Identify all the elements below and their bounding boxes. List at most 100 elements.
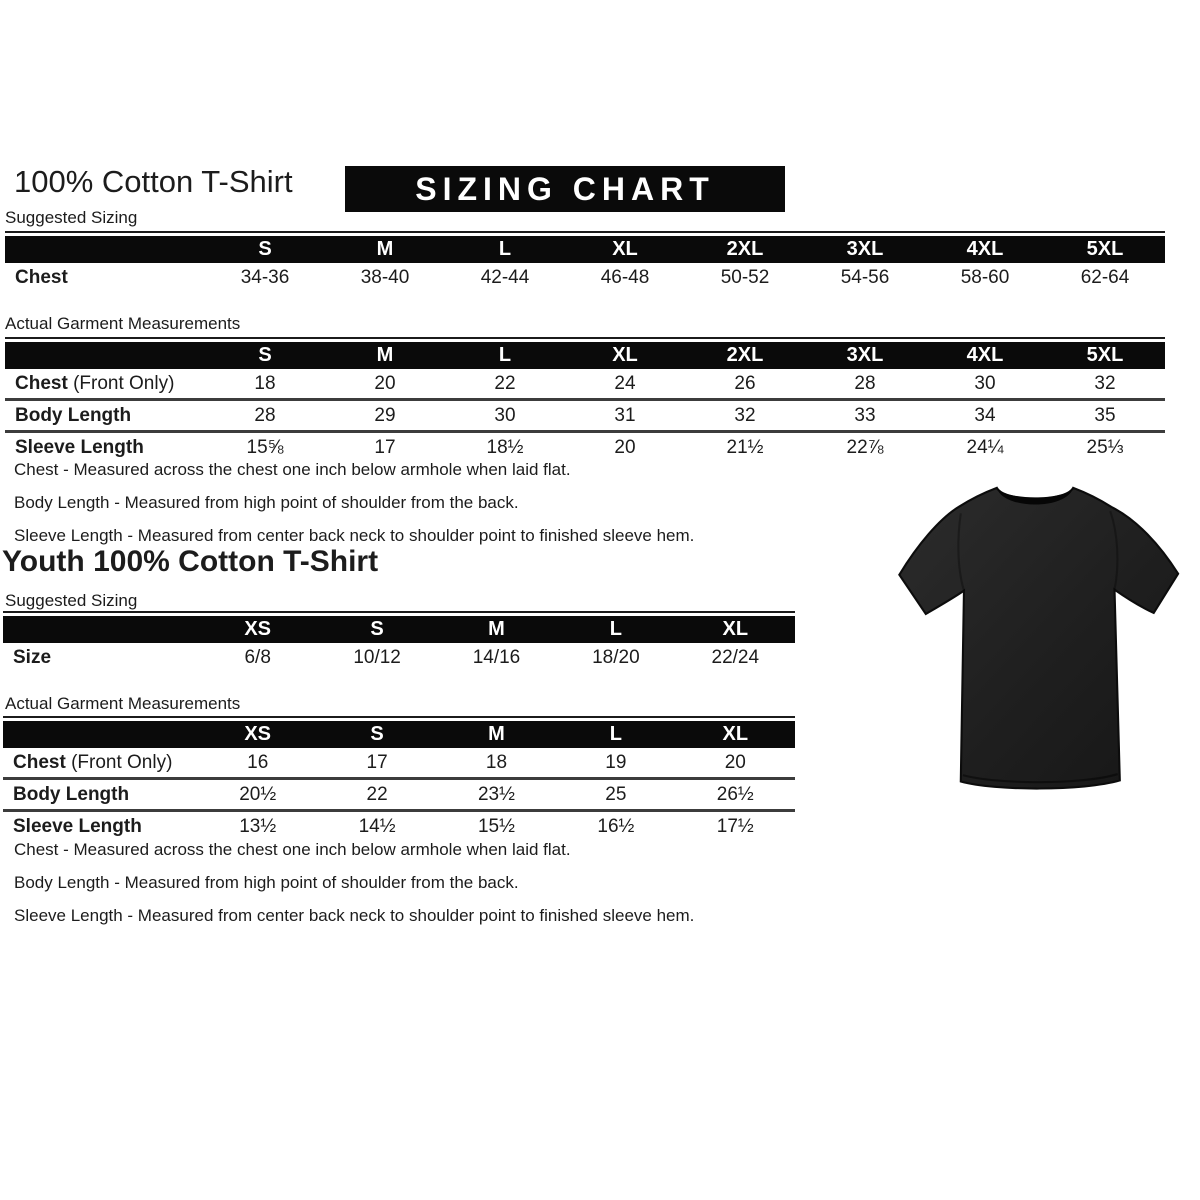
- cell: 25⅓: [1045, 430, 1165, 462]
- note-sleeve-length: Sleeve Length - Measured from center bac…: [14, 906, 695, 925]
- note-body-length: Body Length - Measured from high point o…: [14, 493, 519, 512]
- cell: 23½: [436, 777, 557, 811]
- cell: 54-56: [840, 266, 890, 288]
- cell: 42-44: [480, 266, 530, 288]
- adult-actual-measurements-table-wrap: S M L XL 2XL 3XL 4XL 5XL Chest (Front On…: [5, 337, 1165, 462]
- cell: 18/20: [592, 646, 640, 668]
- table-row-chest: Chest (Front Only) 18 20 22 24 26 28 30 …: [5, 369, 1165, 400]
- youth-measurement-notes: Chest - Measured across the chest one in…: [14, 841, 694, 940]
- cell: 6/8: [244, 646, 271, 668]
- cell: 58-60: [960, 266, 1010, 288]
- cell: 14½: [317, 809, 437, 841]
- col-header-4xl: 4XL: [925, 236, 1045, 263]
- youth-actual-measurements-label: Actual Garment Measurements: [5, 694, 241, 713]
- cell: 21½: [685, 430, 805, 462]
- corner-cell: [3, 616, 198, 643]
- row-label-suffix: (Front Only): [67, 372, 175, 394]
- note-body-length: Body Length - Measured from high point o…: [14, 873, 519, 892]
- black-tshirt-image: [876, 468, 1194, 813]
- cell: 28: [205, 398, 325, 432]
- cell: 28: [854, 372, 876, 394]
- cell: 17: [325, 430, 445, 462]
- cell: 22: [494, 372, 516, 394]
- tshirt-body: [898, 486, 1180, 790]
- note-chest: Chest - Measured across the chest one in…: [14, 460, 571, 479]
- sizing-chart-banner: SIZING CHART: [345, 166, 785, 212]
- col-header-2xl: 2XL: [685, 342, 805, 369]
- header-row: S M L XL 2XL 3XL 4XL 5XL: [5, 342, 1165, 369]
- cell: 14/16: [472, 646, 521, 668]
- cell: 18: [485, 751, 508, 773]
- cell: 34: [925, 398, 1045, 432]
- header-row: S M L XL 2XL 3XL 4XL 5XL: [5, 236, 1165, 263]
- cell: 17½: [675, 809, 795, 841]
- cell: 50-52: [720, 266, 770, 288]
- adult-measurement-notes: Chest - Measured across the chest one in…: [14, 461, 694, 560]
- col-header-xl: XL: [565, 236, 685, 263]
- header-row: XS S M L XL: [3, 721, 795, 748]
- cell: 24¼: [925, 430, 1045, 462]
- col-header-m: M: [436, 616, 557, 643]
- tshirt-neck-opening: [996, 487, 1074, 505]
- youth-section-title: Youth 100% Cotton T-Shirt: [2, 545, 379, 578]
- cell: 19: [605, 751, 627, 773]
- cell: 15½: [436, 809, 557, 841]
- cell: 22/24: [711, 646, 760, 668]
- tshirt-svg: [898, 486, 1180, 790]
- col-header-xs: XS: [198, 721, 318, 748]
- cell: 17: [366, 751, 388, 773]
- youth-suggested-sizing-table-wrap: XS S M L XL Size 6/8 10/12 14/16 18/20 2…: [3, 611, 795, 672]
- cell: 20: [724, 751, 746, 773]
- cell: 30: [974, 372, 996, 394]
- cell: 30: [445, 398, 565, 432]
- col-header-s: S: [317, 721, 437, 748]
- col-header-xl: XL: [565, 342, 685, 369]
- table-row-chest: Chest (Front Only) 16 17 18 19 20: [3, 748, 795, 779]
- cell: 20: [565, 430, 685, 462]
- row-label-suffix: (Front Only): [65, 751, 173, 773]
- col-header-l: L: [445, 236, 565, 263]
- cell: 25: [556, 777, 676, 811]
- cell: 33: [805, 398, 925, 432]
- row-label: Body Length: [5, 398, 205, 432]
- cell: 13½: [198, 809, 318, 841]
- cell: 15⅝: [205, 430, 325, 462]
- row-label: Sleeve Length: [5, 430, 205, 462]
- col-header-l: L: [556, 616, 676, 643]
- corner-cell: [5, 342, 205, 369]
- note-sleeve-length: Sleeve Length - Measured from center bac…: [14, 526, 695, 545]
- cell: 46-48: [600, 266, 650, 288]
- adult-suggested-sizing-label: Suggested Sizing: [5, 208, 138, 227]
- adult-suggested-sizing-table-wrap: S M L XL 2XL 3XL 4XL 5XL Chest 34-36 38-…: [5, 231, 1165, 292]
- tshirt-right-sleeve-seam: [1109, 510, 1119, 590]
- tshirt-hem-seam: [962, 773, 1118, 784]
- row-label: Body Length: [3, 777, 198, 811]
- cell: 38-40: [360, 266, 410, 288]
- col-header-4xl: 4XL: [925, 342, 1045, 369]
- col-header-m: M: [325, 342, 445, 369]
- cell: 31: [565, 398, 685, 432]
- col-header-s: S: [205, 236, 325, 263]
- page-title: 100% Cotton T-Shirt: [14, 164, 293, 199]
- row-label-main: Chest: [15, 372, 68, 394]
- corner-cell: [5, 236, 205, 263]
- col-header-xl: XL: [675, 721, 795, 748]
- col-header-2xl: 2XL: [685, 236, 805, 263]
- table-top-rule: [5, 231, 1165, 233]
- cell: 24: [614, 372, 636, 394]
- cell: 26: [734, 372, 756, 394]
- youth-actual-measurements-table-wrap: XS S M L XL Chest (Front Only) 16 17 18 …: [3, 716, 795, 841]
- cell: 32: [685, 398, 805, 432]
- youth-suggested-sizing-label: Suggested Sizing: [5, 591, 138, 610]
- adult-actual-measurements-label: Actual Garment Measurements: [5, 314, 241, 333]
- cell: 35: [1045, 398, 1165, 432]
- table-row-sleeve-length: Sleeve Length 15⅝ 17 18½ 20 21½ 22⅞ 24¼ …: [5, 430, 1165, 462]
- row-label: Chest: [15, 266, 68, 288]
- adult-actual-measurements-table: S M L XL 2XL 3XL 4XL 5XL Chest (Front On…: [5, 342, 1165, 462]
- cell: 16½: [556, 809, 676, 841]
- note-chest: Chest - Measured across the chest one in…: [14, 840, 571, 859]
- cell: 34-36: [240, 266, 290, 288]
- cell: 16: [247, 751, 269, 773]
- col-header-3xl: 3XL: [805, 342, 925, 369]
- col-header-l: L: [445, 342, 565, 369]
